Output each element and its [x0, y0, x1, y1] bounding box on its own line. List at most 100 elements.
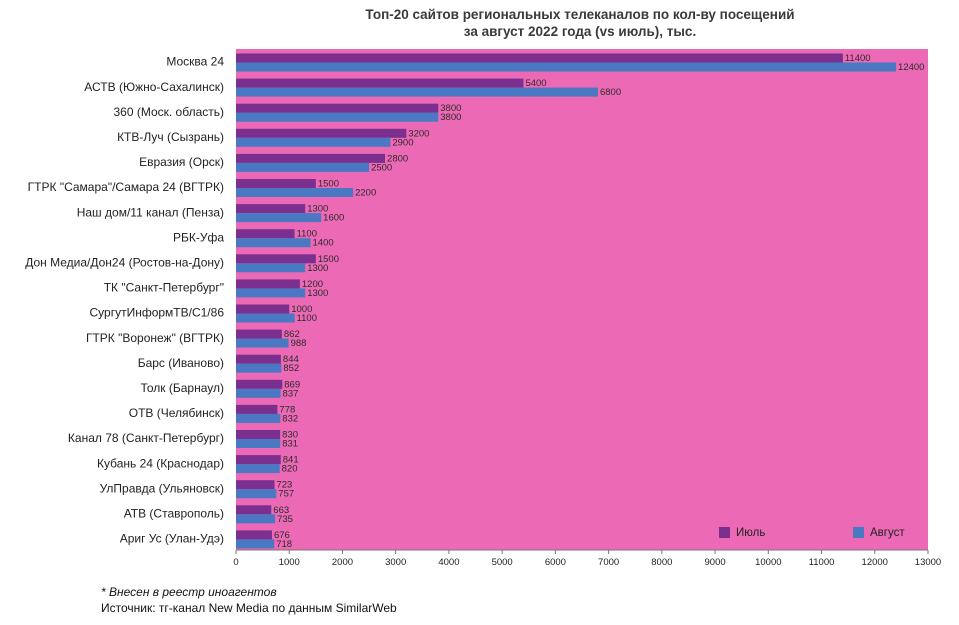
x-tick-label: 1000: [279, 557, 300, 568]
value-label: 844: [283, 354, 299, 365]
bar-july: [236, 304, 290, 314]
category-label: Ариг Ус (Улан-Удэ): [120, 532, 224, 546]
bar-august: [236, 213, 322, 223]
category-label: Евразия (Орск): [139, 155, 224, 169]
bar-august: [236, 413, 281, 423]
bar-july: [236, 153, 386, 163]
value-label: 2500: [371, 162, 392, 173]
x-tick-label: 3000: [385, 557, 406, 568]
bar-august: [236, 514, 276, 524]
value-label: 735: [277, 514, 293, 525]
category-label: ГТРК "Воронеж" (ВГТРК): [86, 331, 224, 345]
plot-area: [236, 49, 928, 550]
value-label: 11400: [845, 53, 871, 64]
category-label: Москва 24: [166, 55, 224, 69]
x-tick-label: 10000: [755, 557, 781, 568]
category-label: 360 (Моск. область): [113, 105, 224, 119]
legend-swatch: [853, 527, 864, 538]
value-label: 5400: [525, 78, 546, 89]
category-label: Наш дом/11 канал (Пенза): [77, 205, 224, 219]
category-label: РБК-Уфа: [173, 230, 224, 244]
value-label: 1200: [302, 279, 323, 290]
bar-august: [236, 388, 281, 398]
category-label: УлПравда (Ульяновск): [100, 481, 224, 495]
bar-july: [236, 254, 316, 264]
bar-august: [236, 464, 280, 474]
value-label: 2200: [355, 188, 376, 199]
value-label: 2900: [392, 137, 413, 148]
value-label: 1300: [307, 263, 328, 274]
footnote: * Внесен в реестр иноагентов: [101, 585, 277, 599]
value-label: 988: [291, 338, 307, 349]
bar-july: [236, 279, 300, 289]
bar-july: [236, 329, 282, 339]
value-label: 831: [282, 439, 298, 450]
value-label: 1000: [291, 304, 312, 315]
legend-label: Август: [870, 527, 905, 539]
bar-july: [236, 530, 272, 540]
value-label: 718: [276, 539, 292, 550]
category-label: Кубань 24 (Краснодар): [97, 456, 224, 470]
bar-august: [236, 338, 289, 348]
value-label: 869: [284, 379, 300, 390]
value-label: 1300: [307, 204, 328, 215]
value-label: 1400: [313, 238, 334, 249]
value-label: 837: [283, 388, 299, 399]
bar-august: [236, 288, 306, 298]
value-label: 1500: [318, 254, 339, 265]
bar-august: [236, 489, 277, 499]
bar-august: [236, 112, 439, 122]
category-label: Толк (Барнаул): [140, 381, 224, 395]
value-label: 1300: [307, 288, 328, 299]
bar-august: [236, 162, 370, 172]
x-axis: 0 1000 2000 3000 4000 5000 6000 7000 8000 9000 100…: [233, 549, 941, 568]
x-tick-label: 2000: [332, 557, 353, 568]
category-label: Дон Медиа/Дон24 (Ростов-на-Дону): [25, 255, 224, 269]
category-label: Канал 78 (Санкт-Петербург): [68, 431, 224, 445]
value-label: 1500: [318, 179, 339, 190]
value-label: 676: [274, 530, 290, 541]
x-tick-label: 7000: [598, 557, 619, 568]
x-tick-label: 6000: [545, 557, 566, 568]
bar-july: [236, 505, 272, 515]
x-tick-label: 11000: [809, 557, 835, 568]
bar-august: [236, 539, 275, 549]
bar-august: [236, 313, 295, 323]
bar-july: [236, 455, 281, 465]
bar-august: [236, 137, 391, 147]
category-labels-group: Москва 24 АСТВ (Южно-Сахалинск) 360 (Моск.…: [25, 55, 224, 546]
bar-august: [236, 62, 897, 72]
x-tick-label: 12000: [862, 557, 888, 568]
bar-july: [236, 229, 295, 239]
x-tick-label: 13000: [915, 557, 941, 568]
value-label: 3800: [440, 103, 461, 114]
bar-july: [236, 128, 407, 138]
category-label: АТВ (Ставрополь): [124, 506, 224, 520]
value-label: 1600: [323, 213, 344, 224]
x-tick-label: 0: [233, 557, 238, 568]
value-label: 12400: [898, 62, 924, 73]
bars-group: [236, 53, 897, 549]
value-label: 723: [276, 480, 292, 491]
chart-title: Топ-20 сайтов региональных телеканалов п…: [240, 6, 920, 40]
bar-august: [236, 188, 354, 197]
source-note: Источник: тг-канал New Media по данным S…: [101, 601, 397, 615]
value-label: 820: [282, 464, 298, 475]
value-label: 757: [278, 489, 294, 500]
bar-july: [236, 204, 306, 214]
x-tick-label: 5000: [492, 557, 513, 568]
bar-august: [236, 363, 282, 373]
chart-title-line1: Топ-20 сайтов региональных телеканалов п…: [365, 7, 795, 22]
bar-july: [236, 379, 283, 389]
value-label: 862: [284, 329, 300, 340]
category-label: КТВ-Луч (Сызрань): [117, 130, 224, 144]
value-label: 1100: [297, 229, 317, 240]
category-label: СургутИнформТВ/С1/86: [90, 306, 225, 320]
value-label: 6800: [600, 87, 621, 98]
bar-august: [236, 238, 311, 248]
value-label: 1100: [297, 313, 317, 324]
chart-title-line2: за август 2022 года (vs июль), тыс.: [463, 24, 697, 39]
value-label: 852: [283, 363, 299, 374]
